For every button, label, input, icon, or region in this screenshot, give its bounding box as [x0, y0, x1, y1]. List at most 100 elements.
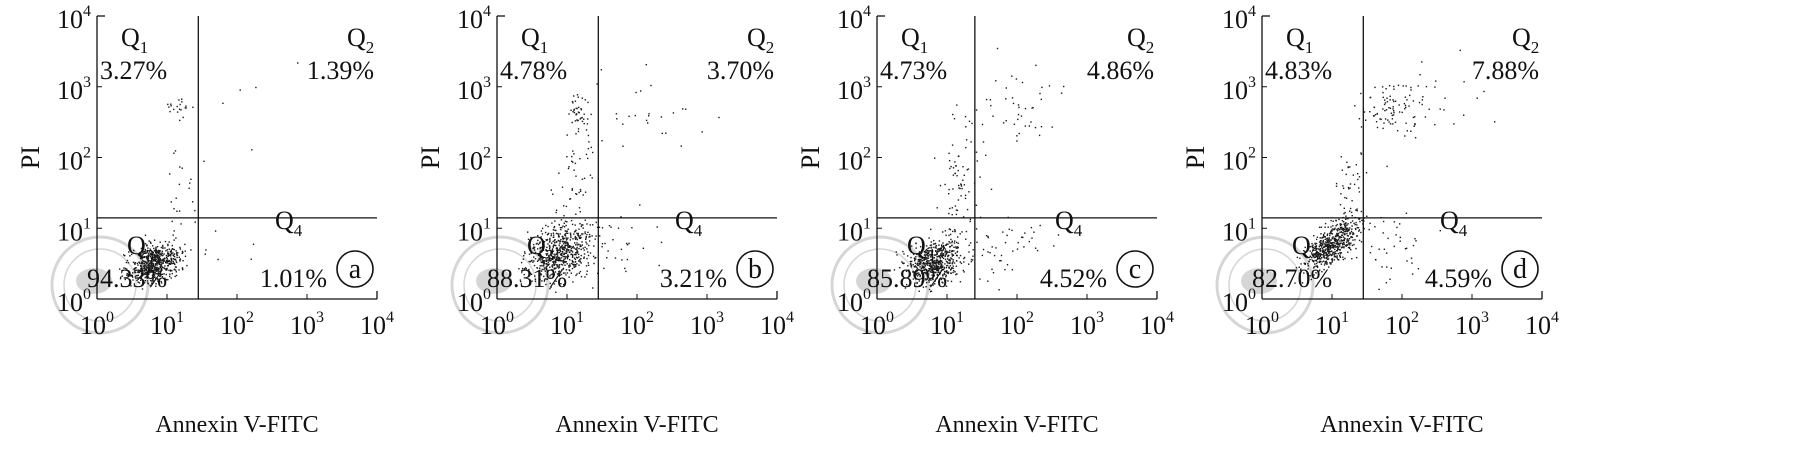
seal-map-icon [76, 268, 112, 294]
event-dot [1340, 227, 1343, 229]
event-dot [1382, 127, 1384, 130]
event-dot [1356, 235, 1358, 237]
event-dot [545, 259, 547, 261]
event-dot [572, 150, 574, 152]
event-dot [916, 269, 919, 272]
event-dot [956, 209, 959, 212]
event-dot [1312, 260, 1314, 262]
event-dot [171, 262, 173, 265]
event-dot [1327, 226, 1329, 228]
event-dot [1351, 200, 1353, 202]
event-dot [567, 242, 569, 245]
event-dot [572, 263, 574, 266]
event-dot [160, 264, 162, 266]
event-dot [1406, 260, 1408, 262]
event-dot [920, 268, 922, 270]
event-dot [571, 121, 573, 124]
event-dot [1326, 263, 1328, 265]
event-dot [545, 260, 548, 263]
event-dot [541, 227, 544, 230]
event-dot [179, 259, 181, 261]
event-dot [546, 246, 548, 249]
event-dot [549, 246, 551, 249]
event-dot [169, 270, 172, 272]
event-dot [173, 256, 176, 258]
event-dot [159, 259, 161, 262]
event-dot [153, 259, 155, 261]
event-dot [1329, 248, 1332, 250]
event-dot [952, 167, 955, 169]
event-dot [165, 254, 168, 257]
event-dot [995, 80, 997, 82]
event-dot [959, 187, 961, 190]
x-tick-label: 101 [930, 309, 964, 340]
event-dot [149, 271, 151, 274]
event-dot [584, 276, 586, 278]
event-dot [163, 260, 165, 262]
event-dot [566, 221, 568, 223]
event-dot [642, 247, 645, 249]
quadrant-3-name: Q3 [907, 231, 934, 265]
event-dot [1410, 130, 1412, 132]
event-dot [920, 261, 922, 263]
event-dot [559, 246, 561, 248]
event-dot [169, 269, 172, 271]
event-dot [1294, 282, 1296, 284]
event-dot [1333, 251, 1335, 253]
event-dot [572, 161, 574, 163]
event-dot [953, 242, 956, 244]
event-dot [556, 249, 558, 251]
event-dot [942, 248, 944, 251]
event-dot [151, 279, 153, 282]
event-dot [1392, 108, 1394, 110]
event-dot [548, 258, 550, 260]
event-dot [941, 252, 943, 254]
x-axis-title: Annexin V-FITC [1320, 412, 1483, 438]
event-dot [182, 251, 184, 254]
event-dot [1363, 228, 1365, 230]
event-dot [1063, 85, 1065, 88]
event-dot [566, 263, 568, 265]
event-dot [239, 89, 241, 91]
event-dot [926, 260, 928, 263]
event-dot [952, 188, 954, 190]
event-dot [576, 242, 578, 244]
event-dot [930, 290, 933, 292]
event-dot [925, 273, 927, 275]
event-dot [937, 248, 939, 250]
event-dot [564, 264, 566, 266]
event-dot [1323, 243, 1326, 245]
event-dot [184, 243, 186, 246]
event-dot [565, 242, 567, 245]
event-dot [940, 269, 942, 272]
event-dot [556, 273, 559, 275]
event-dot [558, 234, 560, 236]
event-dot [1334, 227, 1336, 229]
event-dot [1314, 242, 1316, 245]
event-dot [1008, 228, 1010, 230]
event-dot [554, 263, 556, 265]
event-dot [575, 175, 577, 177]
event-dot [551, 222, 553, 224]
event-dot [950, 257, 952, 259]
event-dot [1331, 242, 1333, 244]
event-dot [555, 209, 558, 211]
event-dot [923, 250, 925, 253]
event-dot [968, 263, 970, 265]
event-dot [139, 262, 141, 264]
seal-inner-ring-icon [1228, 248, 1302, 322]
event-dot [1328, 266, 1330, 268]
event-dot [569, 265, 571, 267]
event-dot [925, 279, 927, 281]
event-dot [560, 273, 563, 276]
event-dot [546, 234, 549, 236]
event-dot [615, 113, 618, 115]
event-dot [965, 230, 968, 233]
event-dot [558, 272, 560, 274]
event-dot [1339, 226, 1342, 228]
event-dot [1334, 235, 1337, 237]
event-dot [923, 266, 925, 269]
y-tick-label: 104 [837, 3, 871, 34]
event-dot [568, 251, 571, 254]
event-dot [563, 285, 565, 287]
